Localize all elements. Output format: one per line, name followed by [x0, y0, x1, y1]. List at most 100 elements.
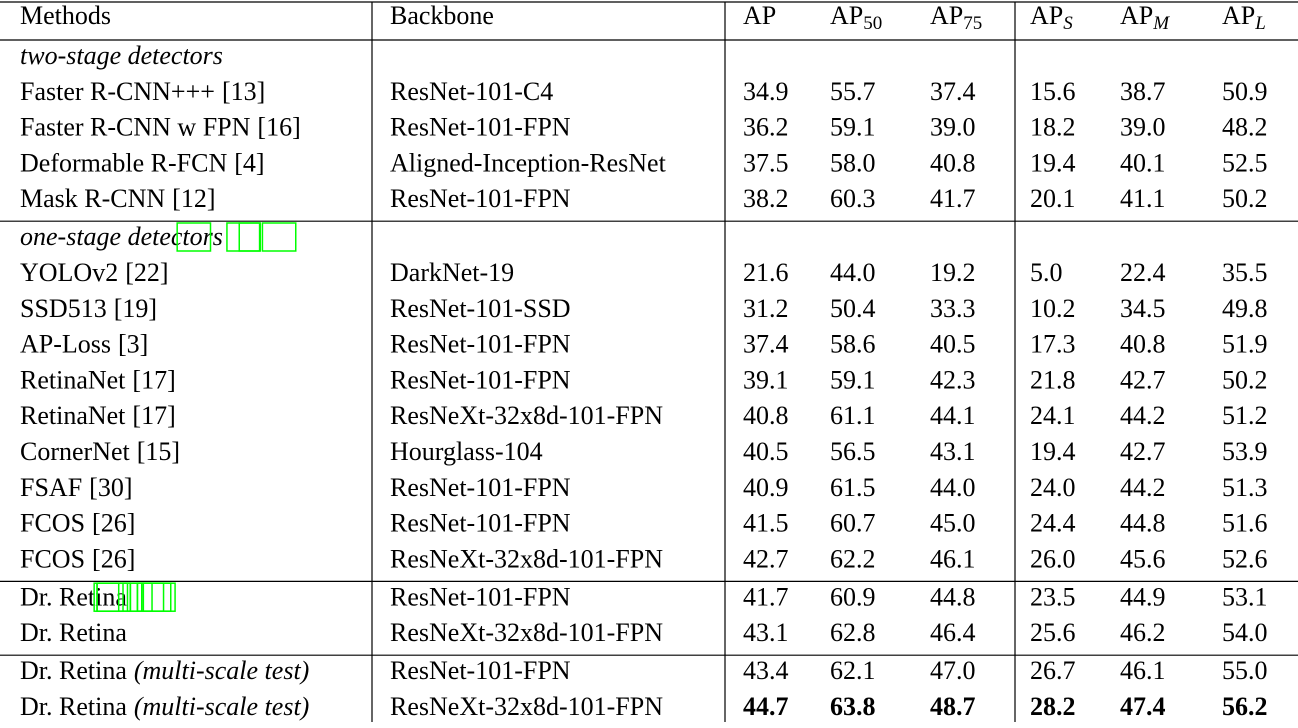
- header-text: AP: [1030, 1, 1063, 30]
- ap-value: 44.8: [1120, 509, 1166, 538]
- method: Dr. Retina: [20, 582, 127, 611]
- header-subscript: L: [1254, 13, 1266, 34]
- backbone: ResNet-101-SSD: [390, 294, 571, 323]
- header-text: Methods: [20, 1, 111, 30]
- header-text: AP: [930, 1, 963, 30]
- backbone: ResNet-101-FPN: [390, 509, 571, 538]
- ap-value: 50.2: [1222, 184, 1268, 213]
- ap-value: 19.4: [1030, 148, 1076, 177]
- method-name: Dr. Retina: [20, 582, 127, 611]
- ap-value: 33.3: [930, 294, 976, 323]
- method: FCOS [26]: [20, 509, 135, 538]
- header-text: AP: [743, 1, 776, 30]
- citation: [19]: [114, 294, 157, 323]
- ap-value: 53.1: [1222, 582, 1268, 611]
- ap-value: 47.4: [1120, 692, 1166, 721]
- ap-value: 62.2: [830, 544, 876, 573]
- header-text: AP: [830, 1, 863, 30]
- citation: [26]: [92, 509, 135, 538]
- ap-value: 20.1: [1030, 184, 1076, 213]
- citation-box: [238, 222, 261, 252]
- ap-value: 54.0: [1222, 618, 1268, 647]
- ap-value: 60.3: [830, 184, 876, 213]
- section-title: one-stage detectors: [20, 222, 223, 251]
- method-note: (multi-scale test): [134, 656, 309, 685]
- method-name: Dr. Retina: [20, 618, 127, 647]
- header-subscript: 75: [963, 13, 982, 34]
- ap-value: 40.9: [743, 473, 789, 502]
- ap-value: 48.2: [1222, 113, 1268, 142]
- ap-value: 55.7: [830, 77, 876, 106]
- ap-value: 45.6: [1120, 544, 1166, 573]
- ap-value: 44.2: [1120, 401, 1166, 430]
- ap-value: 5.0: [1030, 258, 1063, 287]
- ap-value: 60.7: [830, 509, 876, 538]
- backbone: ResNet-101-C4: [390, 77, 553, 106]
- ap-value: 44.9: [1120, 582, 1166, 611]
- ap-value: 58.6: [830, 330, 876, 359]
- ap-value: 52.6: [1222, 544, 1268, 573]
- header-text: AP: [1222, 1, 1255, 30]
- ap-value: 40.1: [1120, 148, 1166, 177]
- ap-value: 22.4: [1120, 258, 1166, 287]
- ap-value: 44.8: [930, 582, 976, 611]
- citation: [26]: [92, 544, 135, 573]
- header-text: Backbone: [390, 1, 494, 30]
- ap-value: 25.6: [1030, 618, 1076, 647]
- ap-value: 45.0: [930, 509, 976, 538]
- ap-value: 41.7: [743, 582, 789, 611]
- ap-value: 42.7: [1120, 365, 1166, 394]
- ap-value: 41.7: [930, 184, 976, 213]
- backbone: DarkNet-19: [390, 258, 514, 287]
- method: Faster R-CNN w FPN [16]: [20, 113, 301, 142]
- citation: [4]: [234, 148, 264, 177]
- method-note: (multi-scale test): [134, 692, 309, 721]
- citation: [17]: [132, 365, 175, 394]
- ap-value: 61.5: [830, 473, 876, 502]
- method: RetinaNet [17]: [20, 365, 176, 394]
- citation-box: [261, 222, 297, 252]
- method-name: FCOS: [20, 544, 85, 573]
- method: SSD513 [19]: [20, 294, 157, 323]
- method-name: SSD513: [20, 294, 107, 323]
- ap-value: 15.6: [1030, 77, 1076, 106]
- method: Deformable R-FCN [4]: [20, 148, 265, 177]
- section-title: two-stage detectors: [20, 41, 223, 70]
- ap-value: 19.4: [1030, 437, 1076, 466]
- method-name: RetinaNet: [20, 401, 126, 430]
- ap-value: 39.0: [930, 113, 976, 142]
- ap-value: 42.7: [743, 544, 789, 573]
- backbone: ResNeXt-32x8d-101-FPN: [390, 401, 663, 430]
- ap-value: 36.2: [743, 113, 789, 142]
- ap-value: 26.7: [1030, 656, 1076, 685]
- column-header: AP75: [930, 1, 982, 34]
- column-header: Backbone: [390, 1, 494, 30]
- method-name: YOLOv2: [20, 258, 118, 287]
- method-name: Dr. Retina: [20, 656, 127, 685]
- column-header: AP50: [830, 1, 882, 34]
- column-header: APL: [1222, 1, 1266, 34]
- ap-value: 42.3: [930, 365, 976, 394]
- ap-value: 44.7: [743, 692, 789, 721]
- ap-value: 40.8: [930, 148, 976, 177]
- ap-value: 46.1: [930, 544, 976, 573]
- ap-value: 39.0: [1120, 113, 1166, 142]
- backbone: ResNet-101-FPN: [390, 656, 571, 685]
- ap-value: 21.8: [1030, 365, 1076, 394]
- ap-value: 19.2: [930, 258, 976, 287]
- method-name: Dr. Retina: [20, 692, 127, 721]
- column-header: Methods: [20, 1, 111, 30]
- citation-box: [176, 222, 212, 252]
- ap-value: 50.9: [1222, 77, 1268, 106]
- ap-value: 24.1: [1030, 401, 1076, 430]
- citation: [3]: [118, 330, 148, 359]
- ap-value: 46.2: [1120, 618, 1166, 647]
- method-name: Deformable R-FCN: [20, 148, 227, 177]
- column-header: APM: [1120, 1, 1170, 34]
- ap-value: 37.4: [743, 330, 789, 359]
- ap-value: 37.5: [743, 148, 789, 177]
- citation: [17]: [132, 401, 175, 430]
- ap-value: 46.1: [1120, 656, 1166, 685]
- ap-value: 49.8: [1222, 294, 1268, 323]
